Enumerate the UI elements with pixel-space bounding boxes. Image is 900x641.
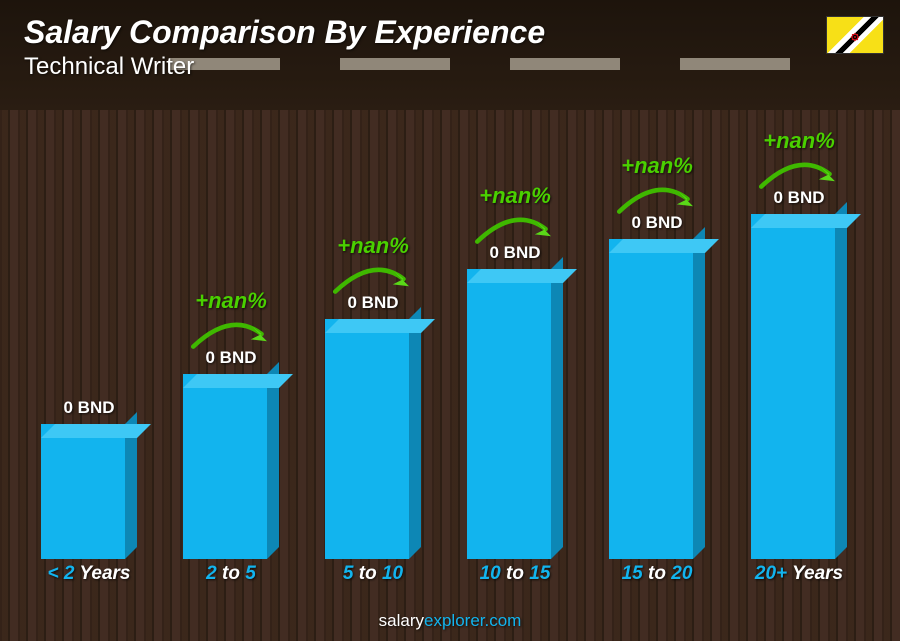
bar-front	[609, 239, 693, 559]
increase-label: +nan%	[763, 128, 835, 154]
bar-top	[467, 269, 577, 283]
bar-chart: 0 BND +nan% 0 BND +nan% 0 BND +nan% 0 BN…	[18, 105, 870, 591]
bar-side	[409, 307, 421, 559]
bar-front	[751, 214, 835, 559]
bar-top	[183, 374, 293, 388]
bar-value-label: 0 BND	[205, 348, 256, 368]
bar-front	[325, 319, 409, 559]
increase-arrow-icon	[754, 156, 844, 192]
bar-front	[183, 374, 267, 559]
bars-container: 0 BND +nan% 0 BND +nan% 0 BND +nan% 0 BN…	[18, 105, 870, 559]
x-axis-label: 5 to 10	[302, 563, 444, 591]
bar	[751, 214, 847, 559]
bar-slot: +nan% 0 BND	[586, 105, 728, 559]
ceiling-light	[680, 58, 790, 70]
bar-value-label: 0 BND	[773, 188, 824, 208]
increase-arrow-icon	[612, 181, 702, 217]
bar-top	[609, 239, 719, 253]
bar-slot: +nan% 0 BND	[302, 105, 444, 559]
increase-label: +nan%	[479, 183, 551, 209]
x-axis-label: 2 to 5	[160, 563, 302, 591]
x-axis-label: 15 to 20	[586, 563, 728, 591]
x-axis-label: 10 to 15	[444, 563, 586, 591]
x-axis-label: < 2 Years	[18, 563, 160, 591]
bar-value-label: 0 BND	[489, 243, 540, 263]
page-subtitle: Technical Writer	[24, 53, 545, 81]
bar-side	[693, 227, 705, 559]
x-axis-label: 20+ Years	[728, 563, 870, 591]
x-axis-labels: < 2 Years2 to 55 to 1010 to 1515 to 2020…	[18, 563, 870, 591]
flag-icon: ۞	[826, 16, 884, 54]
bar-side	[835, 202, 847, 559]
bar-value-label: 0 BND	[631, 213, 682, 233]
bar	[609, 239, 705, 559]
bar-side	[551, 257, 563, 559]
bar-side	[267, 362, 279, 559]
bar-top	[325, 319, 435, 333]
increase-arrow-icon	[186, 316, 276, 352]
bar	[467, 269, 563, 559]
bar-value-label: 0 BND	[63, 398, 114, 418]
increase-label: +nan%	[621, 153, 693, 179]
bar-front	[467, 269, 551, 559]
bar-top	[41, 424, 151, 438]
page-title: Salary Comparison By Experience	[24, 14, 545, 51]
footer-suffix: explorer.com	[424, 611, 521, 630]
footer-branding: salaryexplorer.com	[0, 611, 900, 631]
bar-front	[41, 424, 125, 559]
bar-value-label: 0 BND	[347, 293, 398, 313]
bar-slot: +nan% 0 BND	[444, 105, 586, 559]
flag-crest-icon: ۞	[851, 27, 859, 44]
bar-top	[751, 214, 861, 228]
increase-arrow-icon	[328, 261, 418, 297]
bar-slot: +nan% 0 BND	[160, 105, 302, 559]
increase-arrow-icon	[470, 211, 560, 247]
bar	[325, 319, 421, 559]
header: Salary Comparison By Experience Technica…	[24, 14, 545, 81]
bar	[41, 424, 137, 559]
increase-label: +nan%	[337, 233, 409, 259]
footer-prefix: salary	[379, 611, 424, 630]
bar-slot: 0 BND	[18, 105, 160, 559]
bar-slot: +nan% 0 BND	[728, 105, 870, 559]
increase-label: +nan%	[195, 288, 267, 314]
bar	[183, 374, 279, 559]
